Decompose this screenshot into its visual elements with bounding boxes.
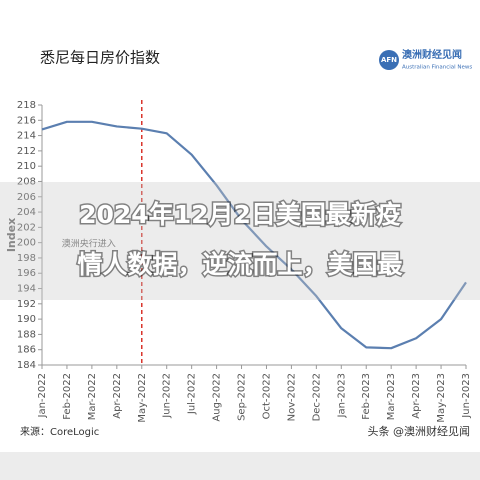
x-tick-label: Oct-2022 <box>261 373 272 419</box>
y-tick-label: 192 <box>17 299 36 310</box>
watermark: 头条 @澳洲财经见闻 <box>368 424 471 438</box>
y-tick-label: 206 <box>17 192 36 203</box>
y-tick-label: 196 <box>17 268 36 279</box>
y-tick-label: 218 <box>17 100 36 111</box>
x-tick-label: Dec-2022 <box>311 373 322 421</box>
x-tick-label: Jun-2022 <box>162 373 173 419</box>
x-tick-label: Jul-2022 <box>187 373 198 415</box>
y-axis-label: Index <box>5 218 18 252</box>
y-tick-label: 202 <box>17 222 36 233</box>
y-tick-label: 184 <box>17 360 36 371</box>
series-line <box>41 120 467 350</box>
x-tick-label: Sep-2022 <box>237 373 248 421</box>
logo-mark: AFN <box>381 56 397 64</box>
x-tick-label: Apr-2022 <box>112 373 123 419</box>
x-tick-label: Feb-2023 <box>361 373 372 420</box>
headline-line: 2024年12月2日美国最新疫 <box>79 200 401 229</box>
y-tick-label: 216 <box>17 115 36 126</box>
y-tick-label: 214 <box>17 131 36 142</box>
x-tick-label: Apr-2023 <box>411 373 422 419</box>
y-tick-label: 186 <box>17 345 36 356</box>
x-tick-label: Mar-2022 <box>87 373 98 420</box>
x-tick-label: Jan-2022 <box>37 373 48 418</box>
event-label: 澳洲央行进入 <box>62 238 116 250</box>
chart-title: 悉尼每日房价指数 <box>40 49 160 67</box>
y-tick-label: 200 <box>17 238 36 249</box>
logo-circle <box>379 50 399 70</box>
y-tick-label: 208 <box>17 176 36 187</box>
x-tick-label: May-2022 <box>137 373 148 423</box>
x-tick-label: Mar-2023 <box>386 373 397 420</box>
x-tick-label: Feb-2022 <box>62 373 73 420</box>
y-tick-label: 212 <box>17 146 36 157</box>
headline-line: 情人数据，逆流而上，美国最 <box>77 250 403 279</box>
logo-subtitle: Australian Financial News <box>402 65 472 71</box>
bottom-band <box>0 452 480 480</box>
x-tick-label: May-2023 <box>436 373 447 423</box>
x-tick-label: Jan-2023 <box>336 373 347 418</box>
logo-name: 澳洲财经见闻 <box>402 48 462 61</box>
y-tick-label: 210 <box>17 161 36 172</box>
x-tick-label: Aug-2022 <box>212 373 223 422</box>
x-tick-label: Jun-2023 <box>461 373 472 419</box>
x-tick-label: Nov-2022 <box>286 373 297 421</box>
y-tick-label: 198 <box>17 253 36 264</box>
y-tick-label: 190 <box>17 314 36 325</box>
headline-band <box>0 182 480 300</box>
source: 来源：CoreLogic <box>20 425 99 438</box>
y-tick-label: 188 <box>17 329 36 340</box>
y-tick-label: 194 <box>17 284 36 295</box>
y-tick-label: 204 <box>17 207 36 218</box>
